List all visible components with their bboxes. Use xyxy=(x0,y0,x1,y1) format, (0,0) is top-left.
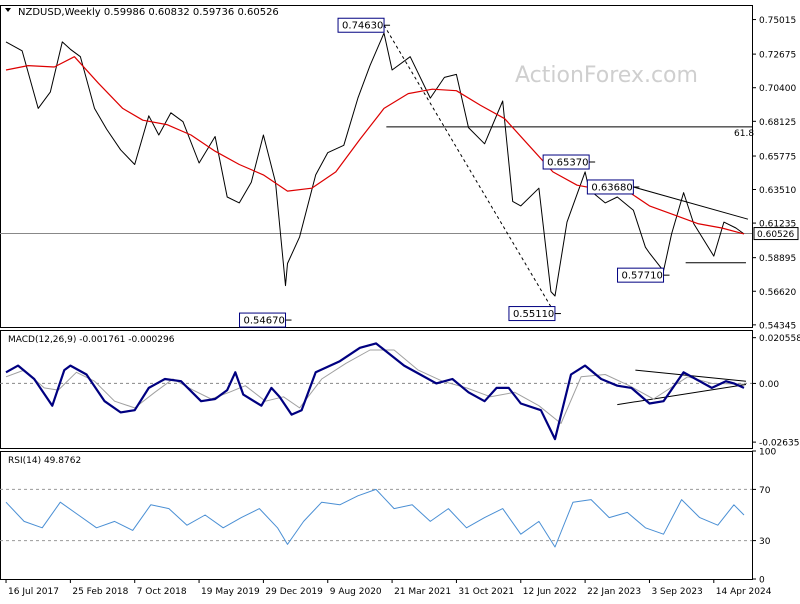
macd-ytick-label: -0.026357 xyxy=(759,439,800,449)
current-price-label: 0.60526 xyxy=(757,230,794,240)
x-tick-label: 16 Jul 2017 xyxy=(8,587,59,597)
chart-menu-icon xyxy=(5,8,11,12)
x-tick-label: 19 May 2019 xyxy=(201,587,260,597)
fib-label: 61.8 xyxy=(734,129,754,139)
labels-layer: 0.75015 0.72675 0.70400 0.68125 0.65775 0.635… xyxy=(5,8,800,597)
price-annotation-label: 0.57710 xyxy=(622,271,663,282)
x-tick-label: 21 Mar 2021 xyxy=(394,587,451,597)
price-ytick-label: 0.56620 xyxy=(759,288,796,298)
x-tick-label: 9 Aug 2020 xyxy=(330,587,382,597)
series-layer xyxy=(5,32,745,548)
panel-frame-rsi xyxy=(0,451,753,580)
x-tick-label: 7 Oct 2018 xyxy=(137,587,187,597)
macd-line xyxy=(5,342,745,441)
x-tick-label: 14 Apr 2024 xyxy=(716,587,772,597)
price-ytick-label: 0.61235 xyxy=(759,220,796,230)
price-ytick-label: 0.72675 xyxy=(759,51,796,61)
rsi-title: RSI(14) 49.8762 xyxy=(8,456,81,466)
price-ytick-label: 0.68125 xyxy=(759,118,796,128)
x-tick-label: 22 Jan 2023 xyxy=(587,587,641,597)
resistance-line xyxy=(633,186,749,220)
price-ytick-label: 0.70400 xyxy=(759,84,796,94)
price-ytick-label: 0.63510 xyxy=(759,186,796,196)
rsi-ytick-label: 0 xyxy=(759,576,765,586)
current-price-tag xyxy=(753,227,799,241)
rsi-ytick-label: 100 xyxy=(759,448,776,458)
macd-title: MACD(12,26,9) -0.001761 -0.000296 xyxy=(8,335,175,345)
chart-title: NZDUSD,Weekly 0.59986 0.60832 0.59736 0.… xyxy=(18,7,279,18)
macd-signal-line xyxy=(5,349,745,424)
x-tick-label: 31 Oct 2021 xyxy=(458,587,514,597)
price-annotation-label: 0.65370 xyxy=(547,158,588,169)
panel-frames xyxy=(0,5,753,580)
price-line xyxy=(5,32,745,297)
background-lines xyxy=(0,24,752,542)
macd-ytick-label: 0.00 xyxy=(759,380,779,390)
price-ytick-label: 0.58895 xyxy=(759,254,796,264)
price-annotation-label: 0.54670 xyxy=(244,316,285,327)
panel-frame-macd xyxy=(0,330,753,449)
price-annotation-label: 0.74630 xyxy=(342,21,383,32)
panel-frame-price xyxy=(0,5,753,328)
watermark: ActionForex.com xyxy=(515,63,698,88)
price-ytick-label: 0.54345 xyxy=(759,321,796,331)
macd-lower-line xyxy=(617,384,747,406)
price-ytick-label: 0.65775 xyxy=(759,153,796,163)
rsi-line xyxy=(5,488,745,548)
x-tick-label: 12 Jun 2022 xyxy=(523,587,577,597)
rsi-ytick-label: 30 xyxy=(759,537,771,547)
rsi-ytick-label: 70 xyxy=(759,486,771,496)
x-tick-label: 3 Sep 2023 xyxy=(651,587,702,597)
x-tick-label: 29 Dec 2019 xyxy=(265,587,323,597)
x-tick-label: 25 Feb 2018 xyxy=(72,587,128,597)
trend-line-dashed xyxy=(383,24,556,314)
price-annotation-label: 0.63680 xyxy=(591,182,632,193)
price-ytick-label: 0.75015 xyxy=(759,16,796,26)
macd-ytick-label: 0.020558 xyxy=(759,334,800,344)
price-annotation-label: 0.55110 xyxy=(513,309,554,320)
